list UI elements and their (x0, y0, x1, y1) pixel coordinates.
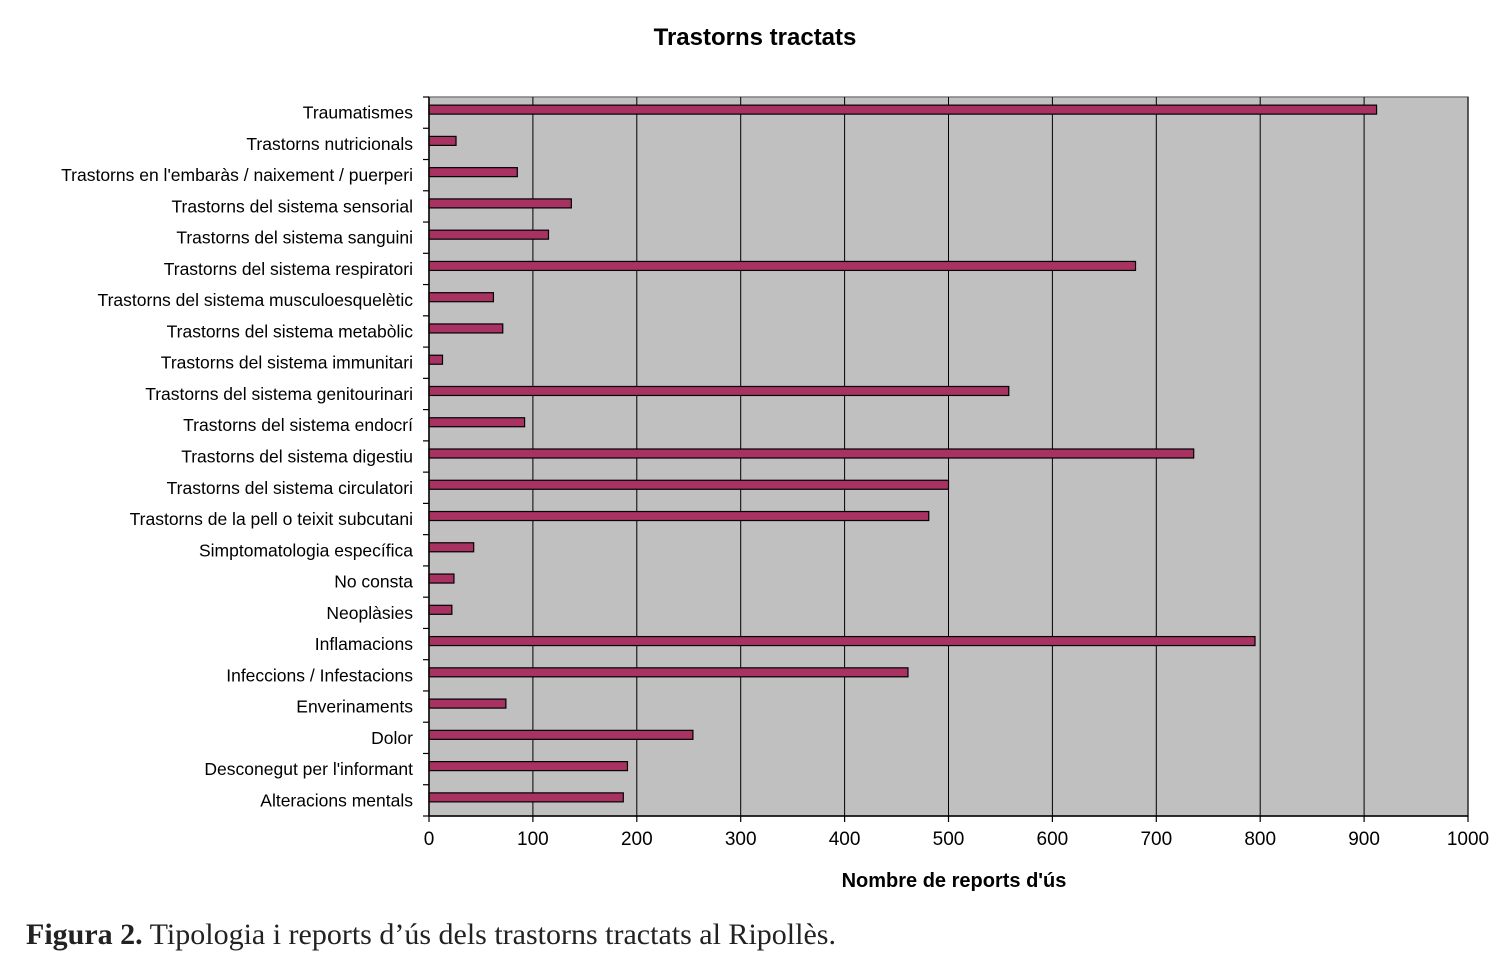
bar (428, 729, 694, 740)
x-tick-label: 200 (621, 829, 653, 850)
figure-caption-label: Figura 2. (26, 918, 143, 951)
gridlines (532, 97, 1469, 816)
bar (428, 167, 518, 178)
y-category-label: Dolor (371, 728, 413, 748)
bar (428, 448, 1195, 459)
bar (428, 385, 1010, 397)
x-tick-label: 0 (424, 829, 435, 850)
y-axis-labels: Traumatismes Trastorns nutricionals Trasto… (61, 103, 413, 811)
x-tick-label: 100 (517, 829, 549, 850)
y-category-label: No consta (334, 572, 413, 592)
bar (428, 229, 550, 240)
bar (428, 354, 444, 365)
bar (428, 792, 624, 803)
y-category-label: Traumatismes (303, 103, 413, 123)
figure-caption: Figura 2. Tipologia i reports d’ús dels … (26, 918, 836, 952)
bar (428, 510, 930, 522)
y-category-label: Alteracions mentals (260, 790, 413, 810)
y-category-label: Trastorns nutricionals (246, 134, 413, 154)
bar (428, 542, 475, 553)
y-category-label: Trastorns del sistema metabòlic (167, 321, 414, 341)
x-tick-label: 600 (1037, 829, 1069, 850)
bar (428, 604, 453, 615)
bar (428, 698, 507, 709)
y-category-label: Enverinaments (296, 697, 413, 717)
y-category-label: Desconegut per l'informant (204, 759, 413, 779)
y-category-label: Simptomatologia específica (199, 540, 413, 560)
x-axis-title: Nombre de reports d'ús (842, 870, 1067, 892)
y-category-label: Infeccions / Infestacions (226, 665, 413, 685)
y-category-label: Trastorns del sistema sanguini (176, 228, 413, 248)
bar (428, 573, 455, 584)
y-category-label: Trastorns del sistema circulatori (167, 478, 413, 498)
x-tick-label: 1000 (1447, 829, 1489, 850)
bar (428, 667, 909, 678)
figure-caption-text: Tipologia i reports d’ús dels trastorns … (142, 918, 836, 951)
bar (428, 292, 495, 303)
y-category-label: Trastorns del sistema digestiu (181, 447, 413, 467)
bar-chart: Trastorns tractats Traumatismes Trastorns… (61, 24, 1489, 892)
bar (428, 260, 1137, 272)
y-category-label: Trastorns del sistema endocrí (183, 415, 413, 435)
bar (428, 104, 1378, 115)
y-category-label: Trastorns de la pell o teixit subcutani (130, 509, 413, 529)
y-category-label: Trastorns del sistema sensorial (171, 196, 413, 216)
bar (428, 135, 457, 146)
x-tick-label: 400 (829, 829, 861, 850)
bar (428, 417, 526, 428)
y-category-label: Trastorns del sistema immunitari (161, 353, 413, 373)
y-category-label: Neoplàsies (326, 603, 413, 623)
x-tick-label: 900 (1348, 829, 1380, 850)
y-category-label: Trastorns en l'embaràs / naixement / pue… (61, 165, 413, 185)
x-tick-label: 300 (725, 829, 757, 850)
y-category-label: Inflamacions (315, 634, 413, 654)
y-category-label: Trastorns del sistema respiratori (164, 259, 413, 279)
chart-title: Trastorns tractats (654, 24, 857, 51)
x-tick-label: 700 (1140, 829, 1172, 850)
bar (428, 479, 950, 490)
y-category-label: Trastorns del sistema genitourinari (145, 384, 413, 404)
bar (428, 761, 629, 772)
bar (428, 635, 1256, 647)
y-category-label: Trastorns del sistema musculoesquelètic (98, 290, 414, 310)
bars (428, 104, 1378, 803)
x-axis-tick-labels: 0 100 200 300 400 500 600 700 800 900 1000 (424, 829, 1489, 850)
bar (428, 323, 504, 334)
bar (428, 198, 572, 209)
x-tick-label: 800 (1244, 829, 1276, 850)
axes (423, 96, 1469, 822)
x-tick-label: 500 (933, 829, 965, 850)
